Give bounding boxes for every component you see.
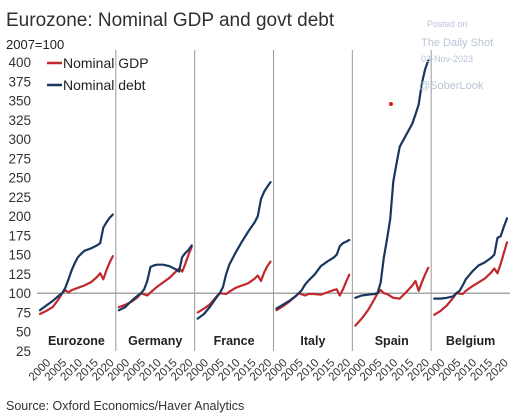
y-tick-label: 250 <box>8 171 31 186</box>
y-axis-unit-label: 2007=100 <box>6 37 64 52</box>
watermark-posted-on: Posted on <box>427 19 468 29</box>
y-tick-label: 350 <box>8 94 31 109</box>
watermark-date: 03-Nov-2023 <box>421 54 473 64</box>
watermark: Posted on The Daily Shot 03-Nov-2023 @So… <box>419 19 493 92</box>
series-line-gdp-italy <box>275 273 351 312</box>
panel-label-germany: Germany <box>128 334 182 348</box>
panel-label-france: France <box>214 334 255 348</box>
chart-title: Eurozone: Nominal GDP and govt debt <box>6 10 335 31</box>
series-line-debt-eurozone <box>38 213 114 312</box>
y-tick-label: 325 <box>8 113 31 128</box>
legend: Nominal GDP Nominal debt <box>47 55 149 93</box>
series-line-gdp-france <box>196 260 272 314</box>
series-line-gdp-belgium <box>433 241 509 316</box>
y-tick-label: 100 <box>8 286 31 301</box>
y-tick-label: 150 <box>8 248 31 263</box>
panel-label-italy: Italy <box>300 334 325 348</box>
grid-layer <box>37 50 510 351</box>
panel-label-eurozone: Eurozone <box>48 334 105 348</box>
y-tick-label: 175 <box>8 228 31 243</box>
axis-layer: 25 50 75 100 125 150 175 200 225 250 275 300 325 350 3… <box>8 55 510 384</box>
legend-label-debt: Nominal debt <box>63 77 146 93</box>
series-line-debt-belgium <box>433 217 509 300</box>
watermark-handle: @SoberLook <box>419 80 484 92</box>
y-tick-label: 75 <box>16 305 31 320</box>
y-tick-label: 275 <box>8 151 31 166</box>
panel-label-belgium: Belgium <box>446 334 495 348</box>
panel-label-spain: Spain <box>375 334 409 348</box>
watermark-site: The Daily Shot <box>421 37 493 49</box>
series-line-debt-spain <box>354 59 430 299</box>
series-line-gdp-spain <box>354 266 430 327</box>
y-tick-label: 400 <box>8 55 31 70</box>
series-layer <box>38 59 509 327</box>
legend-label-gdp: Nominal GDP <box>63 55 149 71</box>
y-tick-label: 50 <box>16 325 31 340</box>
y-tick-label: 125 <box>8 267 31 282</box>
series-line-debt-italy <box>275 238 351 310</box>
y-tick-label: 25 <box>16 344 31 359</box>
y-tick-label: 225 <box>8 190 31 205</box>
y-tick-label: 300 <box>8 132 31 147</box>
series-line-gdp-eurozone <box>38 255 114 316</box>
series-line-gdp-germany <box>117 245 193 309</box>
series-line-debt-france <box>196 181 272 320</box>
red-dot-mark <box>389 102 393 106</box>
source-note: Source: Oxford Economics/Haver Analytics <box>6 399 244 413</box>
series-line-debt-germany <box>117 244 193 312</box>
y-tick-label: 200 <box>8 209 31 224</box>
y-tick-label: 375 <box>8 74 31 89</box>
